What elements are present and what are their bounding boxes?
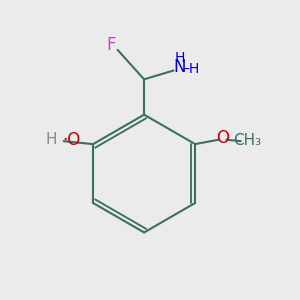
Text: –H: –H xyxy=(183,62,200,76)
Text: O: O xyxy=(216,129,229,147)
Text: CH₃: CH₃ xyxy=(233,133,262,148)
Text: N: N xyxy=(174,58,186,76)
Text: H: H xyxy=(175,50,185,64)
Text: H: H xyxy=(46,132,57,147)
Text: F: F xyxy=(106,36,116,54)
Text: ·O: ·O xyxy=(62,131,80,149)
